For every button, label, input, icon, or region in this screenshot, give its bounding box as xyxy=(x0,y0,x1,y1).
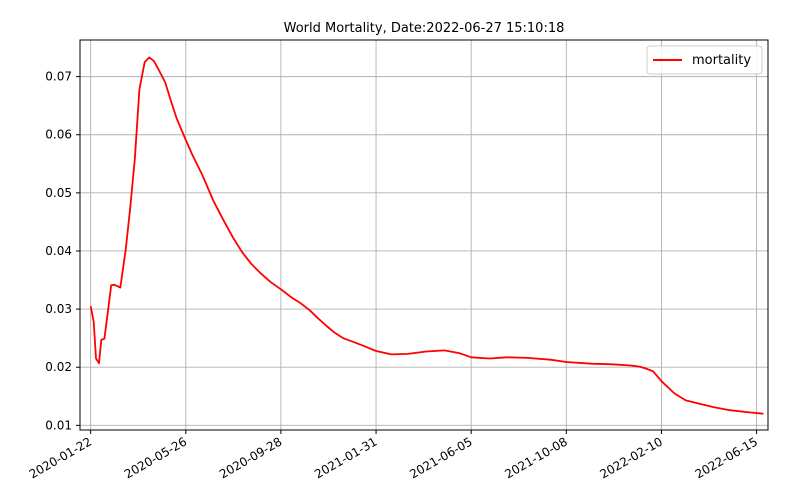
x-tick-label: 2020-05-26 xyxy=(122,434,189,481)
y-axis: 0.01 0.02 0.03 0.04 0.05 0.06 0.07 xyxy=(45,70,80,432)
y-tick-label: 0.02 xyxy=(45,360,72,374)
x-tick-label: 2020-09-28 xyxy=(217,434,284,481)
y-tick-label: 0.01 xyxy=(45,418,72,432)
chart-title: World Mortality, Date:2022-06-27 15:10:1… xyxy=(284,21,565,36)
x-axis: 2020-01-22 2020-05-26 2020-09-28 2021-01-31… xyxy=(27,430,760,481)
grid xyxy=(80,40,768,430)
series-layer xyxy=(89,56,764,415)
x-tick-label: 2021-10-08 xyxy=(502,434,569,481)
y-tick-label: 0.05 xyxy=(45,186,72,200)
y-tick-label: 0.04 xyxy=(45,244,72,258)
x-tick-label: 2021-06-05 xyxy=(407,434,474,481)
legend-box xyxy=(646,45,763,75)
y-tick-label: 0.06 xyxy=(45,128,72,142)
series-line-mortality xyxy=(89,56,764,415)
plot-frame xyxy=(79,39,769,431)
y-tick-label: 0.03 xyxy=(45,302,72,316)
y-tick-label: 0.07 xyxy=(45,70,72,84)
legend: mortality xyxy=(646,45,763,75)
legend-label-mortality: mortality xyxy=(692,53,751,68)
x-tick-label: 2021-01-31 xyxy=(312,434,379,481)
x-tick-label: 2020-01-22 xyxy=(27,434,94,481)
x-tick-label: 2022-02-10 xyxy=(598,434,665,481)
x-tick-label: 2022-06-15 xyxy=(693,434,760,481)
